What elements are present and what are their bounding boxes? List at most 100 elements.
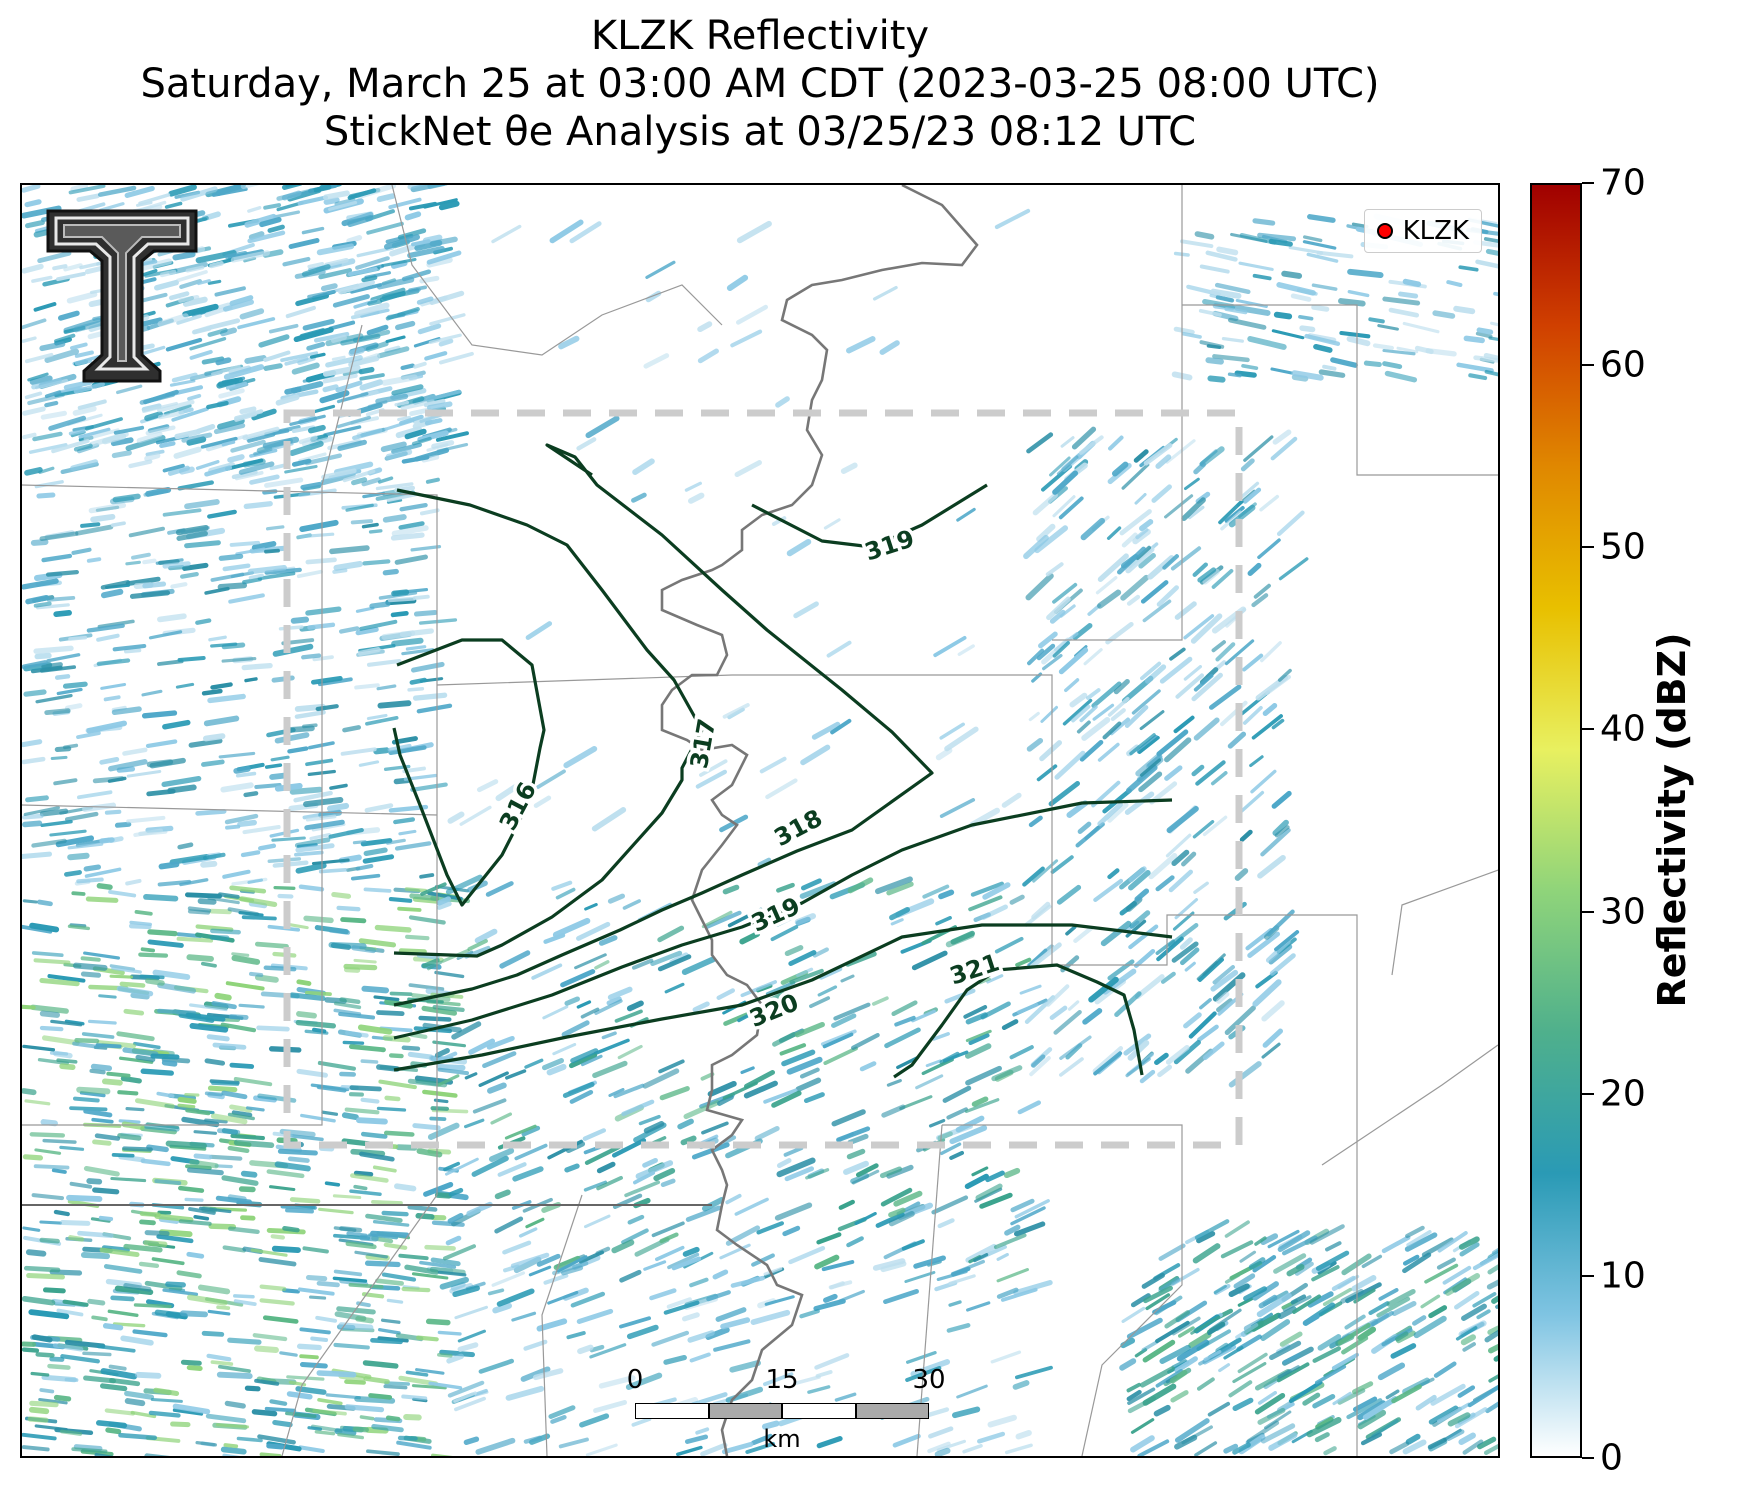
echo-streak (297, 356, 316, 366)
echo-streak (365, 1426, 389, 1434)
echo-streak (85, 896, 119, 903)
echo-streak (1216, 246, 1239, 256)
echo-streak (650, 950, 683, 967)
echo-streak (756, 1221, 785, 1235)
echo-streak (385, 598, 417, 606)
echo-streak (1281, 1235, 1318, 1256)
echo-streak (171, 372, 198, 383)
echo-streak (829, 1281, 845, 1290)
echo-streak (201, 688, 223, 696)
echo-streak (421, 1005, 457, 1016)
colorbar-tick-label: 20 (1600, 1073, 1646, 1115)
echo-streak (158, 861, 180, 870)
echo-streak (1165, 439, 1196, 464)
echo-streak (1059, 1057, 1084, 1077)
echo-streak (289, 1197, 321, 1204)
echo-streak (601, 1031, 617, 1040)
echo-streak (452, 1285, 480, 1298)
echo-streak (358, 760, 380, 767)
echo-streak (75, 524, 114, 536)
echo-streak (48, 415, 87, 431)
echo-streak (1056, 884, 1082, 905)
echo-streak (1010, 1206, 1046, 1226)
echo-streak (333, 1008, 362, 1016)
echo-streak (446, 1353, 464, 1364)
echo-streak (1064, 678, 1080, 693)
echo-streak (153, 1387, 180, 1396)
echo-streak (612, 1138, 647, 1158)
echo-streak (1487, 1264, 1498, 1275)
echo-streak (158, 559, 180, 566)
echo-streak (181, 1116, 220, 1128)
echo-streak (307, 290, 336, 299)
echo-streak (1271, 790, 1292, 809)
echo-streak (386, 838, 406, 845)
echo-streak (635, 1160, 674, 1180)
echo-streak (228, 593, 265, 604)
echo-streak (549, 219, 584, 244)
echo-streak (720, 1317, 751, 1330)
echo-streak (162, 719, 191, 730)
echo-streak (1171, 1359, 1187, 1369)
echo-streak (314, 331, 350, 343)
echo-streak (237, 819, 257, 828)
echo-streak (117, 1090, 139, 1096)
echo-streak (737, 1002, 773, 1023)
echo-streak (547, 1290, 579, 1305)
echo-streak (255, 974, 279, 983)
texas-tech-logo-icon (46, 209, 198, 383)
echo-streak (642, 1068, 680, 1089)
echo-streak (309, 833, 331, 841)
echo-streak (312, 1408, 347, 1416)
echo-streak (663, 1300, 700, 1315)
echo-streak (464, 1072, 478, 1080)
echo-streak (1027, 648, 1045, 666)
echo-streak (1279, 1331, 1303, 1347)
echo-streak (37, 250, 72, 264)
echo-streak (1242, 487, 1262, 504)
echo-streak (1086, 688, 1101, 700)
echo-streak (702, 1197, 725, 1212)
echo-streak (69, 1106, 108, 1112)
echo-streak (437, 1352, 453, 1358)
echo-streak (457, 1329, 486, 1343)
echo-streak (295, 293, 329, 307)
echo-streak (1139, 519, 1154, 532)
echo-streak (1421, 1237, 1454, 1258)
echo-streak (325, 355, 363, 368)
echo-streak (133, 1303, 172, 1309)
echo-streak (284, 464, 318, 474)
echo-streak (353, 1184, 368, 1191)
echo-streak (357, 647, 381, 656)
county-line (1052, 185, 1183, 641)
echo-streak (1221, 336, 1244, 343)
echo-streak (426, 257, 453, 268)
echo-streak (142, 401, 178, 413)
colorbar-tick-mark (1582, 728, 1594, 731)
echo-streak (968, 895, 1003, 912)
echo-streak (122, 747, 148, 756)
echo-streak (576, 437, 597, 451)
map-canvas: 316 317 318 319 319 320 321 (22, 185, 1498, 1456)
echo-streak (362, 559, 391, 566)
echo-streak (175, 682, 195, 689)
echo-streak (1338, 298, 1366, 307)
echo-streak (847, 1133, 869, 1146)
echo-streak (704, 910, 742, 929)
echo-streak (478, 1358, 515, 1374)
echo-streak (1288, 245, 1324, 255)
echo-streak (423, 398, 446, 408)
echo-streak (39, 665, 77, 673)
echo-streak (29, 1400, 59, 1408)
echo-streak (1097, 742, 1120, 762)
echo-streak (111, 706, 142, 715)
echo-streak (1045, 562, 1064, 577)
echo-streak (445, 1157, 479, 1176)
echo-streak (221, 440, 236, 447)
echo-streak (1034, 525, 1069, 554)
echo-streak (299, 1361, 328, 1369)
echo-streak (88, 502, 127, 514)
echo-streak (338, 1322, 374, 1331)
echo-streak (1252, 979, 1282, 1007)
echo-streak (354, 1396, 396, 1404)
